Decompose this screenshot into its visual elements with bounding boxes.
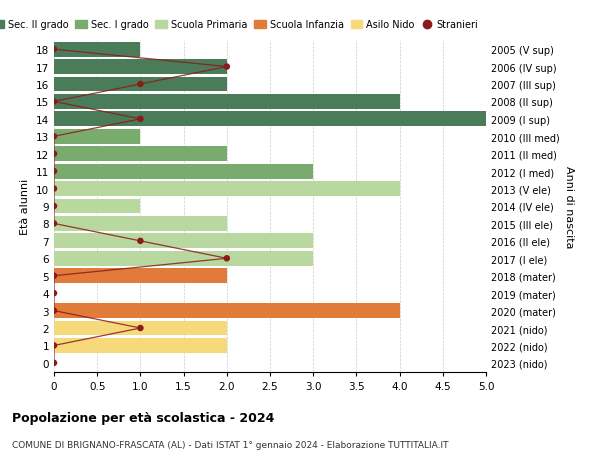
Point xyxy=(136,116,145,123)
Point xyxy=(136,238,145,245)
Bar xyxy=(54,112,486,127)
Bar xyxy=(54,95,400,110)
Point xyxy=(49,359,59,367)
Point xyxy=(49,185,59,193)
Point xyxy=(136,325,145,332)
Point xyxy=(49,342,59,349)
Bar xyxy=(54,43,140,57)
Y-axis label: Anni di nascita: Anni di nascita xyxy=(563,165,574,248)
Point xyxy=(49,151,59,158)
Point xyxy=(49,220,59,228)
Point xyxy=(49,273,59,280)
Point xyxy=(49,307,59,314)
Y-axis label: Età alunni: Età alunni xyxy=(20,179,31,235)
Bar xyxy=(54,147,227,162)
Bar xyxy=(54,78,227,92)
Bar xyxy=(54,199,140,214)
Point xyxy=(49,203,59,210)
Bar xyxy=(54,321,227,336)
Bar xyxy=(54,252,313,266)
Bar xyxy=(54,234,313,249)
Legend: Sec. II grado, Sec. I grado, Scuola Primaria, Scuola Infanzia, Asilo Nido, Stran: Sec. II grado, Sec. I grado, Scuola Prim… xyxy=(0,17,482,34)
Point xyxy=(136,81,145,89)
Point xyxy=(49,46,59,54)
Bar xyxy=(54,182,400,196)
Bar xyxy=(54,269,227,284)
Point xyxy=(49,290,59,297)
Bar xyxy=(54,303,400,318)
Point xyxy=(49,99,59,106)
Bar xyxy=(54,338,227,353)
Bar xyxy=(54,129,140,145)
Point xyxy=(222,64,232,71)
Point xyxy=(222,255,232,263)
Point xyxy=(49,133,59,140)
Text: Popolazione per età scolastica - 2024: Popolazione per età scolastica - 2024 xyxy=(12,411,274,424)
Bar xyxy=(54,164,313,179)
Text: COMUNE DI BRIGNANO-FRASCATA (AL) - Dati ISTAT 1° gennaio 2024 - Elaborazione TUT: COMUNE DI BRIGNANO-FRASCATA (AL) - Dati … xyxy=(12,440,449,449)
Point xyxy=(49,168,59,175)
Bar xyxy=(54,217,227,231)
Bar xyxy=(54,60,227,75)
